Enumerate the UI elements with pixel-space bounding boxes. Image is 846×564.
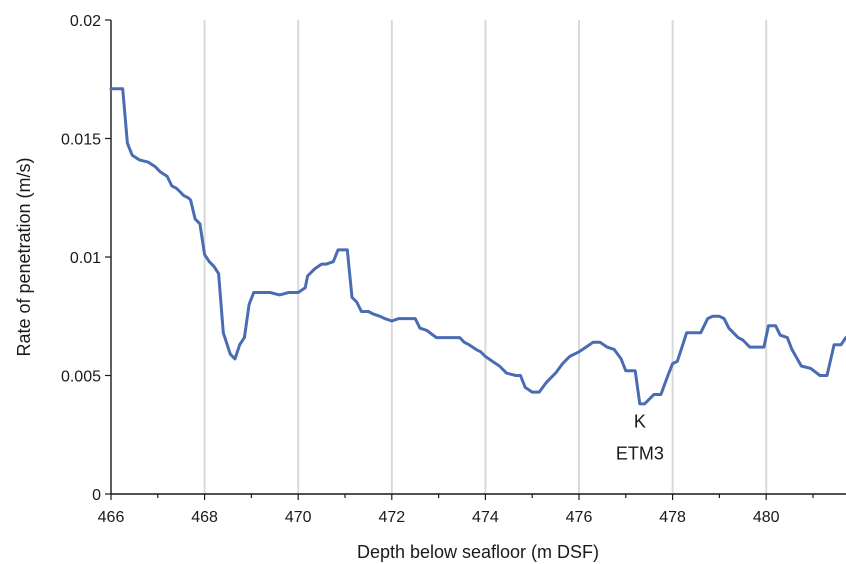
annotation-label: K [634, 412, 646, 432]
x-tick-label: 466 [98, 509, 125, 526]
y-tick-label: 0.015 [61, 132, 101, 149]
x-tick-label: 478 [659, 509, 686, 526]
x-tick-label: 472 [378, 509, 405, 526]
y-tick-label: 0 [92, 487, 101, 504]
x-tick-label: 476 [566, 509, 593, 526]
x-tick-label: 468 [191, 509, 218, 526]
y-tick-label: 0.005 [61, 369, 101, 386]
gridlines [203, 20, 768, 494]
series [109, 87, 846, 406]
annotation-label: ETM3 [616, 444, 664, 464]
y-tick-label: 0.02 [70, 13, 101, 30]
x-tick-label: 474 [472, 509, 499, 526]
x-tick-label: 470 [285, 509, 312, 526]
x-axis-title: Depth below seafloor (m DSF) [357, 542, 599, 562]
annotations: K ETM3 [616, 412, 664, 464]
x-tick-label: 480 [753, 509, 780, 526]
series-line [109, 87, 846, 406]
axes [110, 20, 846, 495]
y-tick-label: 0.01 [70, 250, 101, 267]
ticks: 466 468 470 472 474 476 478 480 0 0.005 0.01 0.015 0… [61, 13, 814, 526]
y-axis-title: Rate of penetration (m/s) [14, 157, 34, 356]
